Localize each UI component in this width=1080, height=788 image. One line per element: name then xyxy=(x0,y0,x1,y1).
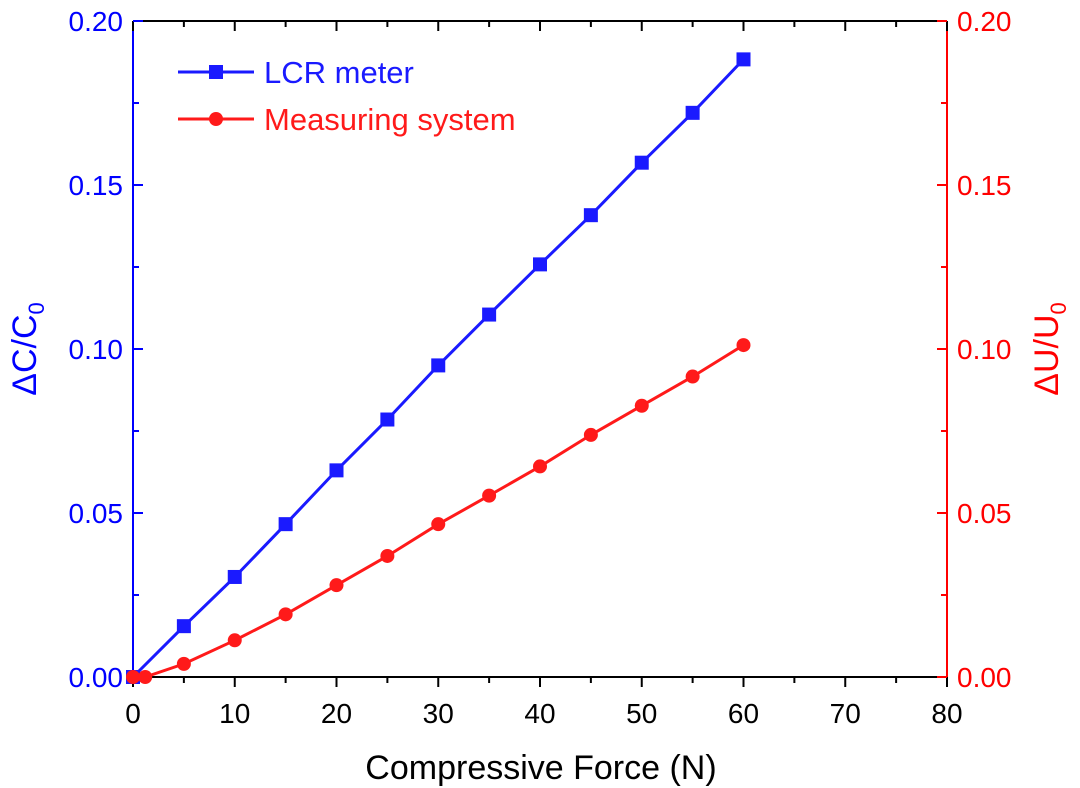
data-point xyxy=(329,463,344,478)
data-point xyxy=(227,569,242,584)
data-point xyxy=(329,578,344,593)
right-tick-label: 0.10 xyxy=(957,334,1012,365)
data-point xyxy=(176,619,191,634)
data-point xyxy=(176,656,191,671)
right-tick-label: 0.20 xyxy=(957,6,1012,37)
data-point xyxy=(380,412,395,427)
legend-marker xyxy=(209,112,223,126)
left-axis-label: ΔC/C0 xyxy=(6,302,49,396)
data-point xyxy=(685,369,700,384)
data-point xyxy=(482,307,497,322)
data-point xyxy=(533,459,547,474)
data-point xyxy=(138,670,153,684)
x-axis-label: Compressive Force (N) xyxy=(365,749,716,787)
series-layer xyxy=(126,52,751,684)
x-axis-ticks: 0 10 20 30 40 50 60 70 80 xyxy=(125,21,963,729)
left-axis-label-subscript: 0 xyxy=(24,302,49,314)
series-lcr-meter xyxy=(126,52,751,684)
data-point xyxy=(431,358,446,373)
right-axis-label-main: ΔU/U xyxy=(1028,314,1066,395)
series-line xyxy=(133,343,745,679)
x-tick-label: 50 xyxy=(626,698,657,729)
right-axis-label: ΔU/U0 xyxy=(1028,302,1071,396)
right-axis-label-subscript: 0 xyxy=(1046,302,1071,314)
data-point xyxy=(583,427,598,442)
data-point xyxy=(126,670,140,684)
data-point xyxy=(634,398,649,413)
left-tick-label: 0.05 xyxy=(69,498,124,529)
legend: LCR meter Measuring system xyxy=(178,55,516,137)
right-tick-label: 0.05 xyxy=(957,498,1012,529)
left-axis-ticks: 0.00 0.05 0.10 0.15 0.20 xyxy=(69,6,143,693)
legend-marker xyxy=(209,65,223,79)
x-tick-label: 10 xyxy=(219,698,250,729)
data-point xyxy=(583,208,598,223)
left-axis-label-main: ΔC/C xyxy=(6,314,44,395)
legend-label: LCR meter xyxy=(264,55,414,90)
x-tick-label: 70 xyxy=(830,698,861,729)
data-point xyxy=(736,52,751,67)
data-point xyxy=(380,548,395,563)
x-tick-label: 40 xyxy=(524,698,555,729)
x-tick-label: 30 xyxy=(423,698,454,729)
data-point xyxy=(278,607,293,622)
data-point xyxy=(736,338,751,353)
data-point xyxy=(278,517,293,532)
plot-frame xyxy=(132,20,948,678)
data-point xyxy=(431,517,446,532)
x-tick-label: 20 xyxy=(321,698,352,729)
legend-label: Measuring system xyxy=(264,102,516,137)
x-tick-label: 80 xyxy=(931,698,962,729)
data-point xyxy=(227,633,242,648)
left-tick-label: 0.15 xyxy=(69,170,124,201)
left-tick-label: 0.10 xyxy=(69,334,124,365)
right-tick-label: 0.15 xyxy=(957,170,1012,201)
data-point xyxy=(533,257,547,272)
left-tick-label: 0.00 xyxy=(69,662,124,693)
right-axis-ticks: 0.00 0.05 0.10 0.15 0.20 xyxy=(937,6,1012,693)
data-point xyxy=(482,488,497,503)
data-point xyxy=(685,105,700,120)
left-tick-label: 0.20 xyxy=(69,6,124,37)
x-tick-label: 60 xyxy=(728,698,759,729)
right-tick-label: 0.00 xyxy=(957,662,1012,693)
data-point xyxy=(634,155,649,170)
series-measuring-system xyxy=(126,338,751,684)
x-tick-label: 0 xyxy=(125,698,141,729)
